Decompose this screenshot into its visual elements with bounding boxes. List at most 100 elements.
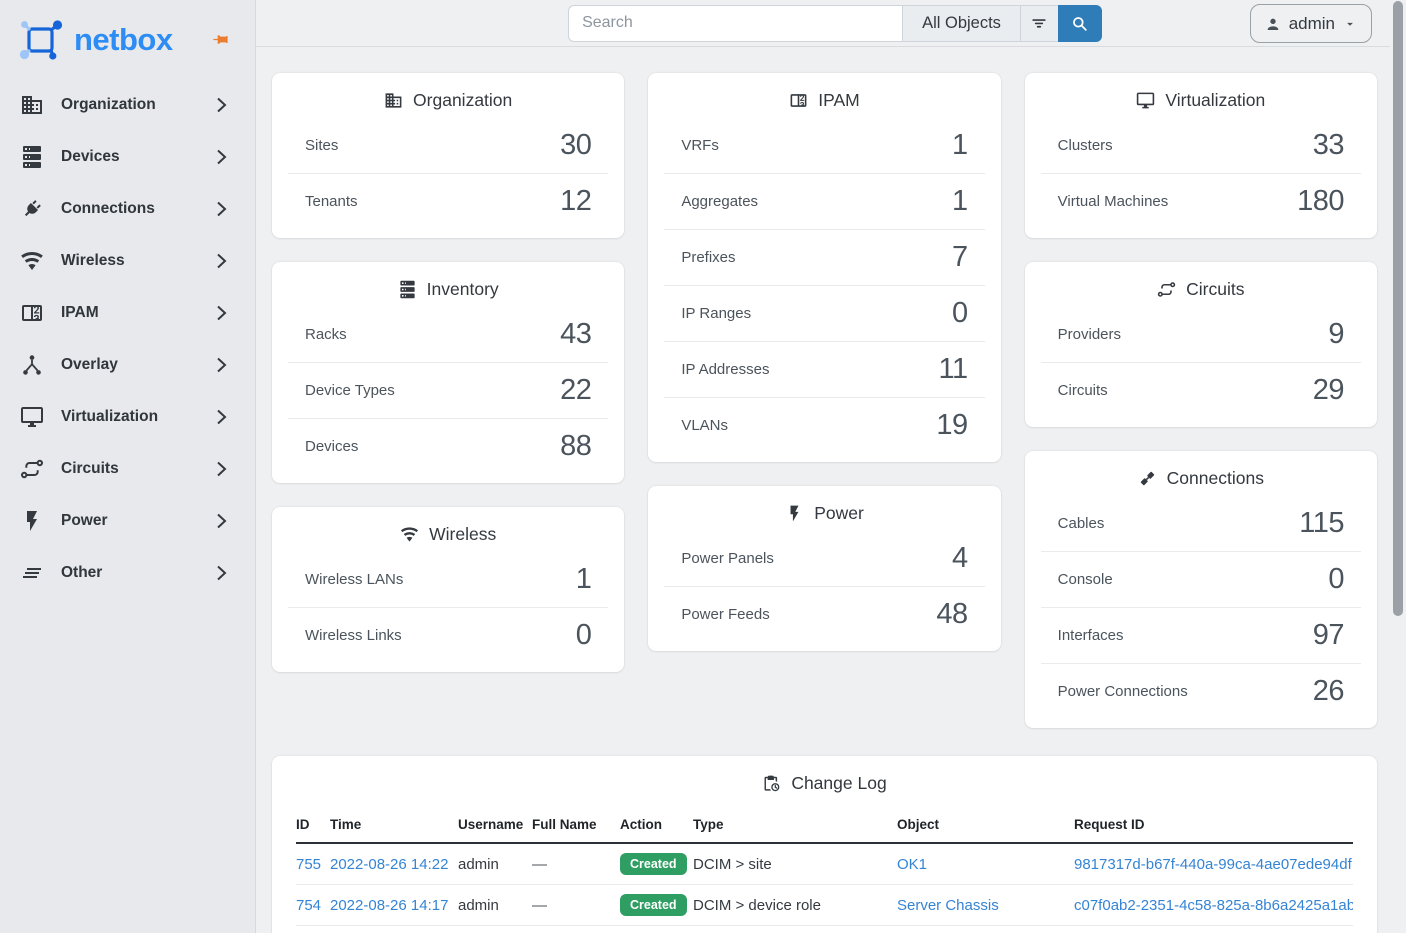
- card-header: Inventory: [272, 262, 624, 307]
- sidebar-item-label: Other: [61, 564, 103, 581]
- chevron-right-icon: [209, 561, 233, 585]
- changelog-col-header: Time: [330, 811, 458, 844]
- stat-row-cables[interactable]: Cables 115: [1025, 496, 1377, 551]
- stat-value: 43: [560, 318, 592, 350]
- stat-row-virtual-machines[interactable]: Virtual Machines 180: [1025, 174, 1377, 229]
- sidebar-item-circuits[interactable]: Circuits: [0, 443, 255, 495]
- stat-row-devices[interactable]: Devices 88: [272, 419, 624, 474]
- stat-value: 33: [1312, 129, 1345, 161]
- stat-row-wireless-lans[interactable]: Wireless LANs 1: [272, 552, 624, 607]
- dashboard: Organization Sites 30 Tenants 12 Inventory Rac…: [256, 47, 1390, 933]
- card-title: Virtualization: [1165, 90, 1266, 110]
- sidebar-item-connections[interactable]: Connections: [0, 183, 255, 235]
- changelog-col-header: Type: [693, 811, 897, 844]
- changelog-username: admin: [458, 896, 499, 914]
- cable-icon: [1138, 469, 1157, 488]
- netbox-logo[interactable]: netbox: [18, 19, 173, 61]
- changelog-title: Change Log: [791, 773, 887, 793]
- scrollbar-thumb[interactable]: [1393, 1, 1403, 616]
- changelog-col-header: Full Name: [532, 811, 620, 844]
- sidebar-item-wireless[interactable]: Wireless: [0, 235, 255, 287]
- card-title: IPAM: [818, 90, 860, 110]
- main-area: All Objects admin Organization Sites 30 Ten…: [256, 0, 1406, 933]
- sidebar-item-devices[interactable]: Devices: [0, 131, 255, 183]
- stat-row-interfaces[interactable]: Interfaces 97: [1025, 608, 1377, 663]
- stat-value: 11: [938, 353, 969, 385]
- stat-row-power-panels[interactable]: Power Panels 4: [648, 531, 1000, 586]
- search-input[interactable]: [568, 4, 903, 42]
- changelog-id-link[interactable]: 755: [296, 855, 322, 873]
- transit-icon: [20, 457, 44, 481]
- stat-row-vlans[interactable]: VLANs 19: [648, 398, 1000, 453]
- stat-row-prefixes[interactable]: Prefixes 7: [648, 230, 1000, 285]
- stat-value: 97: [1312, 619, 1345, 651]
- stat-row-console[interactable]: Console 0: [1025, 552, 1377, 607]
- counter-icon: [789, 91, 808, 110]
- building-icon: [20, 93, 44, 117]
- user-menu-button[interactable]: admin: [1249, 4, 1372, 43]
- changelog-time-link[interactable]: 2022-08-26 14:17: [330, 896, 449, 914]
- sidebar-item-overlay[interactable]: Overlay: [0, 339, 255, 391]
- row-divider: [664, 586, 985, 587]
- filter-button[interactable]: [1019, 4, 1058, 42]
- stat-row-providers[interactable]: Providers 9: [1025, 307, 1377, 362]
- sidebar-item-organization[interactable]: Organization: [0, 79, 255, 131]
- card-title: Power: [814, 503, 864, 523]
- sidebar-item-ipam[interactable]: IPAM: [0, 287, 255, 339]
- changelog-row: 754 2022-08-26 14:17 admin — Created DCIM > d…: [296, 884, 1353, 926]
- chevron-right-icon: [209, 353, 233, 377]
- stat-row-vrfs[interactable]: VRFs 1: [648, 118, 1000, 173]
- action-badge: Created: [620, 894, 687, 916]
- changelog-request-id-link[interactable]: c07f0ab2-2351-4c58-825a-8b6a2425a1ab: [1074, 896, 1353, 914]
- chevron-right-icon: [209, 93, 233, 117]
- stat-row-ip-addresses[interactable]: IP Addresses 11: [648, 342, 1000, 397]
- stat-row-ip-ranges[interactable]: IP Ranges 0: [648, 286, 1000, 341]
- changelog-col-header: Request ID: [1074, 811, 1353, 844]
- card-header: Organization: [272, 73, 624, 118]
- stat-value: 1: [952, 185, 968, 217]
- card-ipam: IPAM VRFs 1 Aggregates 1 Prefixes 7 IP Ranges 0 I…: [648, 73, 1001, 462]
- sidebar-item-power[interactable]: Power: [0, 495, 255, 547]
- search-button[interactable]: [1057, 4, 1102, 42]
- stat-row-power-connections[interactable]: Power Connections 26: [1025, 664, 1377, 719]
- card-column: IPAM VRFs 1 Aggregates 1 Prefixes 7 IP Ranges 0 I…: [648, 73, 1001, 651]
- search-scope-button[interactable]: All Objects: [902, 4, 1020, 42]
- changelog-id-link[interactable]: 754: [296, 896, 322, 914]
- stat-label: Device Types: [305, 382, 395, 399]
- pin-sidebar-icon[interactable]: [212, 31, 229, 48]
- sidebar-item-other[interactable]: Other: [0, 547, 255, 599]
- stat-row-wireless-links[interactable]: Wireless Links 0: [272, 608, 624, 663]
- stat-row-aggregates[interactable]: Aggregates 1: [648, 174, 1000, 229]
- stat-row-racks[interactable]: Racks 43: [272, 307, 624, 362]
- logo-row: netbox: [0, 0, 255, 79]
- stat-row-sites[interactable]: Sites 30: [272, 118, 624, 173]
- sidebar-item-virtualization[interactable]: Virtualization: [0, 391, 255, 443]
- changelog-row: 755 2022-08-26 14:22 admin — Created DCIM > s…: [296, 843, 1353, 885]
- changelog-time-link[interactable]: 2022-08-26 14:22: [330, 855, 449, 873]
- card-column: Organization Sites 30 Tenants 12 Inventory Rac…: [272, 73, 625, 672]
- stat-row-clusters[interactable]: Clusters 33: [1025, 118, 1377, 173]
- stat-row-device-types[interactable]: Device Types 22: [272, 363, 624, 418]
- stat-value: 7: [952, 241, 968, 273]
- wifi-icon: [20, 249, 44, 273]
- changelog-object[interactable]: Server Chassis: [897, 896, 999, 914]
- card-title: Inventory: [426, 279, 499, 299]
- changelog-type: DCIM > site: [693, 855, 772, 873]
- changelog-col-header: Object: [897, 811, 1074, 844]
- stat-row-circuits[interactable]: Circuits 29: [1025, 363, 1377, 418]
- card-circuits: Circuits Providers 9 Circuits 29: [1024, 262, 1377, 427]
- changelog-object[interactable]: OK1: [897, 855, 928, 873]
- stat-row-tenants[interactable]: Tenants 12: [272, 174, 624, 229]
- row-divider: [288, 607, 609, 608]
- stat-value: 19: [936, 409, 968, 441]
- lines-icon: [20, 561, 44, 585]
- sidebar-item-label: Circuits: [61, 460, 119, 477]
- changelog-request-id-link[interactable]: 9817317d-b67f-440a-99ca-4ae07ede94df: [1074, 855, 1352, 873]
- stat-row-power-feeds[interactable]: Power Feeds 48: [648, 587, 1000, 642]
- scrollbar[interactable]: [1390, 0, 1406, 933]
- stat-label: Circuits: [1057, 382, 1108, 399]
- stat-label: Cables: [1057, 515, 1105, 532]
- stat-value: 12: [560, 185, 592, 217]
- topbar: All Objects admin: [256, 0, 1390, 47]
- changelog-col-header: Action: [620, 811, 693, 844]
